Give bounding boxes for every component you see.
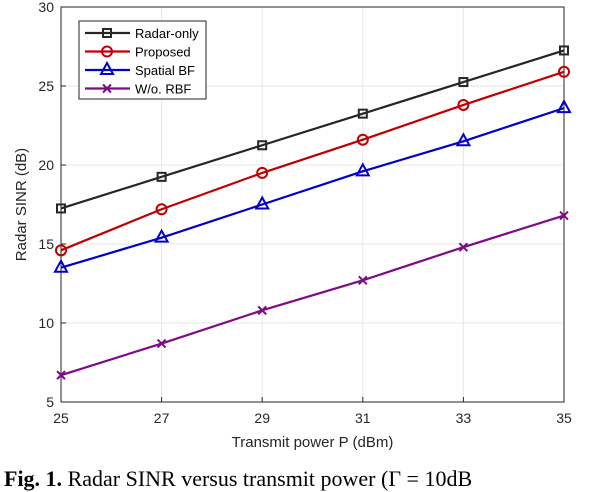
- data-point-0-4: [458, 77, 469, 88]
- y-tick-label: 30: [38, 0, 54, 15]
- data-point-1-5: [558, 65, 570, 78]
- data-point-0-0: [56, 203, 66, 214]
- y-tick-label: 10: [38, 315, 54, 331]
- data-point-3-1: [156, 338, 167, 349]
- legend-marker-1: [101, 45, 113, 58]
- data-point-1-2: [256, 166, 269, 179]
- data-point-2-5: [556, 99, 572, 114]
- legend-label-0: Radar-only: [135, 26, 199, 41]
- x-tick-label: 25: [53, 410, 69, 426]
- y-axis-label: Radar SINR (dB): [13, 148, 30, 261]
- data-point-3-4: [458, 242, 469, 252]
- data-point-2-3: [355, 162, 371, 177]
- data-point-3-0: [56, 370, 66, 380]
- data-point-2-0: [53, 258, 69, 273]
- legend-label-2: Spatial BF: [135, 63, 195, 78]
- y-tick-label: 25: [38, 78, 54, 94]
- y-tick-label: 5: [46, 394, 54, 410]
- legend-label-1: Proposed: [135, 45, 191, 60]
- data-point-1-3: [356, 133, 369, 146]
- data-point-3-2: [257, 305, 267, 316]
- data-point-3-5: [559, 210, 569, 221]
- data-point-0-1: [156, 171, 167, 182]
- figure-caption: Fig. 1. Radar SINR versus transmit power…: [4, 466, 472, 492]
- data-point-2-4: [455, 132, 472, 147]
- data-point-3-3: [358, 275, 368, 286]
- legend-marker-2: [99, 60, 115, 75]
- chart: 25 27 29 31 33 35 5 10 15 20 25 30 Transmit power P …: [13, 0, 572, 451]
- x-tick-label: 27: [154, 410, 170, 426]
- series-line-1: [60, 70, 565, 252]
- caption-text: Radar SINR versus transmit power (Γ = 10…: [67, 466, 473, 491]
- legend-label-3: W/o. RBF: [135, 82, 191, 97]
- data-point-2-2: [254, 195, 270, 210]
- x-tick-label: 33: [456, 410, 472, 426]
- legend-marker-0: [102, 28, 112, 38]
- series-line-0: [60, 49, 565, 210]
- data-point-1-4: [457, 98, 470, 111]
- y-tick-label: 20: [38, 157, 54, 173]
- caption-label: Fig. 1.: [4, 466, 63, 491]
- x-tick-label: 31: [355, 410, 371, 426]
- y-tick-label: 15: [38, 236, 54, 252]
- series-line-3: [60, 214, 565, 377]
- data-point-2-1: [153, 228, 170, 243]
- x-tick-label: 35: [556, 410, 572, 426]
- x-tick-label: 29: [254, 410, 270, 426]
- data-point-1-0: [55, 244, 67, 257]
- series-line-2: [60, 107, 565, 269]
- x-axis-label: Transmit power P (dBm): [232, 434, 394, 451]
- data-point-0-3: [357, 108, 368, 119]
- data-point-0-2: [257, 140, 268, 151]
- data-point-0-5: [559, 45, 569, 56]
- legend-marker-3: [102, 83, 112, 94]
- data-point-1-1: [155, 203, 168, 216]
